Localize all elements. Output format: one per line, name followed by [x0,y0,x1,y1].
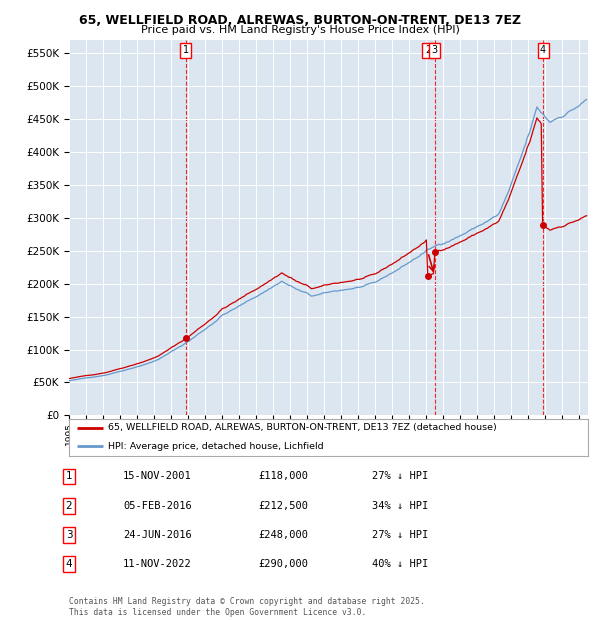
Text: Price paid vs. HM Land Registry's House Price Index (HPI): Price paid vs. HM Land Registry's House … [140,25,460,35]
Text: 65, WELLFIELD ROAD, ALREWAS, BURTON-ON-TRENT, DE13 7EZ (detached house): 65, WELLFIELD ROAD, ALREWAS, BURTON-ON-T… [108,423,497,432]
Text: 27% ↓ HPI: 27% ↓ HPI [372,529,428,540]
Text: HPI: Average price, detached house, Lichfield: HPI: Average price, detached house, Lich… [108,442,323,451]
Text: 3: 3 [431,45,437,55]
Text: 11-NOV-2022: 11-NOV-2022 [123,559,192,569]
Text: 4: 4 [65,559,73,569]
Text: 2: 2 [425,45,431,55]
Text: £290,000: £290,000 [258,559,308,569]
Text: 24-JUN-2016: 24-JUN-2016 [123,529,192,540]
Text: 1: 1 [183,45,189,55]
Text: 34% ↓ HPI: 34% ↓ HPI [372,500,428,511]
Text: 2: 2 [65,500,73,511]
Text: 3: 3 [65,529,73,540]
Text: Contains HM Land Registry data © Crown copyright and database right 2025.
This d: Contains HM Land Registry data © Crown c… [69,598,425,617]
Text: 05-FEB-2016: 05-FEB-2016 [123,500,192,511]
Text: £118,000: £118,000 [258,471,308,482]
Text: £248,000: £248,000 [258,529,308,540]
Text: £212,500: £212,500 [258,500,308,511]
Text: 1: 1 [65,471,73,482]
Text: 65, WELLFIELD ROAD, ALREWAS, BURTON-ON-TRENT, DE13 7EZ: 65, WELLFIELD ROAD, ALREWAS, BURTON-ON-T… [79,14,521,27]
Text: 40% ↓ HPI: 40% ↓ HPI [372,559,428,569]
Text: 4: 4 [540,45,546,55]
Text: 27% ↓ HPI: 27% ↓ HPI [372,471,428,482]
Text: 15-NOV-2001: 15-NOV-2001 [123,471,192,482]
